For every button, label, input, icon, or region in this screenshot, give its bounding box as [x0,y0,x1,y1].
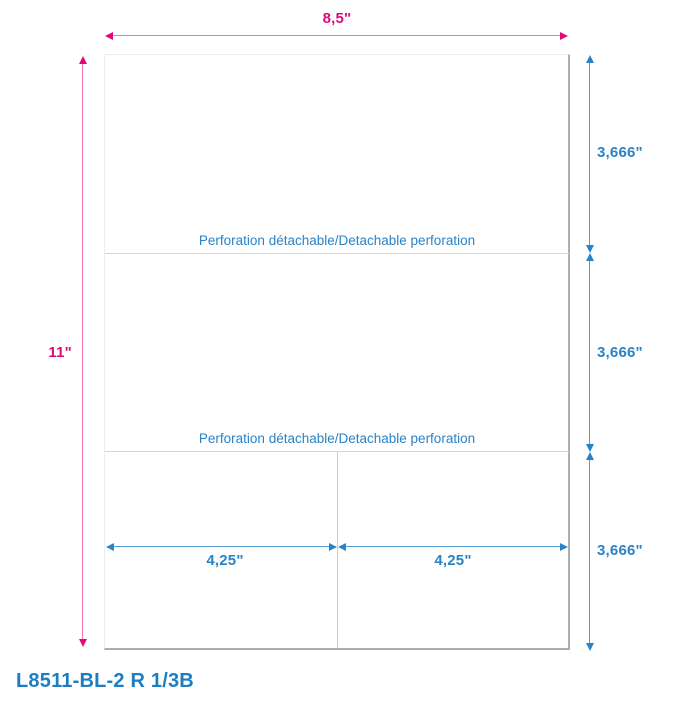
section-1-dimension-arrow [585,55,594,253]
perforation-line-top [105,253,569,254]
dimension-line [589,57,590,251]
dimension-line [108,546,335,547]
width-dimension-label: 8,5" [322,10,352,27]
left-half-dimension-arrow [106,542,337,551]
perforation-line-bottom [105,451,569,452]
perforation-label-bottom: Perforation détachable/Detachable perfor… [198,431,476,446]
arrowhead-down-icon [78,639,87,647]
width-dimension-arrow [105,31,568,40]
section-3-dimension-label: 3,666" [597,542,643,559]
section-3-dimension-arrow [585,452,594,651]
dimension-line [107,35,566,36]
arrowhead-right-icon [560,31,568,40]
right-half-dimension-arrow [338,542,568,551]
perforation-label-top: Perforation détachable/Detachable perfor… [198,233,476,248]
height-dimension-arrow [78,56,87,647]
dimension-line [82,58,83,645]
section-2-dimension-arrow [585,253,594,452]
product-code-title: L8511-BL-2 R 1/3B [16,670,194,692]
center-divider-line [337,452,338,648]
left-half-dimension-label: 4,25" [206,552,244,569]
arrowhead-down-icon [585,444,594,452]
right-half-dimension-label: 4,25" [434,552,472,569]
dimension-line [589,255,590,450]
section-1-dimension-label: 3,666" [597,144,643,161]
arrowhead-right-icon [560,542,568,551]
dimension-line [589,454,590,649]
dimension-line [340,546,566,547]
section-2-dimension-label: 3,666" [597,344,643,361]
arrowhead-down-icon [585,245,594,253]
arrowhead-down-icon [585,643,594,651]
arrowhead-right-icon [329,542,337,551]
height-dimension-label: 11" [48,344,72,361]
